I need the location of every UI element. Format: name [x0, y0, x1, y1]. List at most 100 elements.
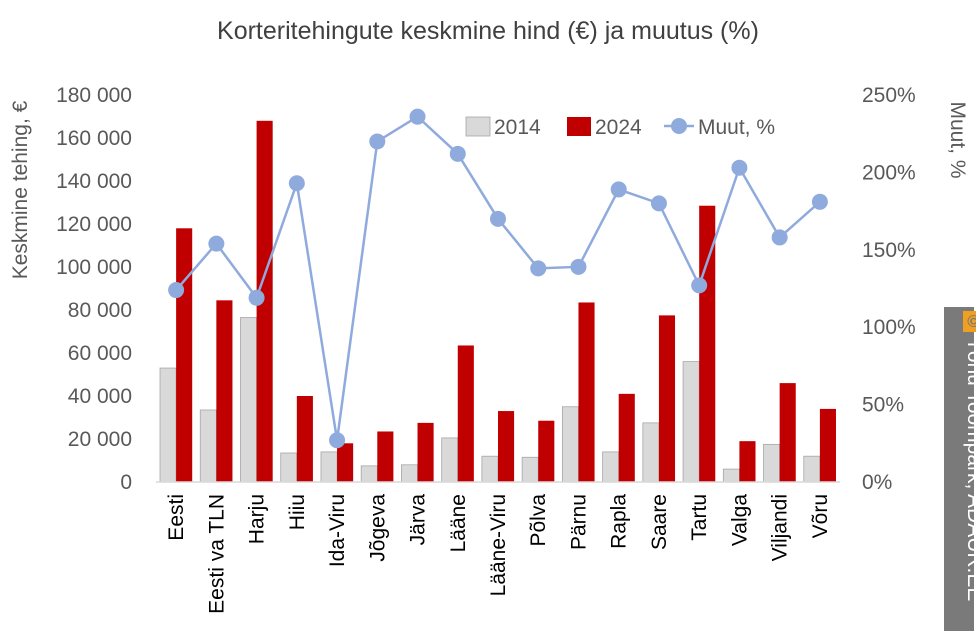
- y2-tick-label: 0%: [862, 471, 892, 494]
- y-tick-label: 160 000: [56, 127, 132, 150]
- x-tick-label: Viljandi: [769, 494, 792, 561]
- change-line: [168, 108, 828, 449]
- bar-2024: [819, 408, 836, 482]
- bar-2014: [763, 443, 781, 483]
- x-tick-label: Lääne: [447, 494, 470, 552]
- bar-2014: [240, 317, 257, 483]
- y-tick-label: 60 000: [68, 342, 132, 365]
- change-point: [329, 432, 346, 449]
- y-tick-label: 0: [120, 471, 132, 494]
- change-point: [208, 235, 225, 252]
- y2-tick-label: 200%: [862, 161, 916, 184]
- x-tick-label: Harju: [246, 494, 269, 544]
- bar-2014: [280, 452, 298, 483]
- bar-2014: [441, 437, 459, 483]
- bar-2024: [618, 393, 635, 482]
- bar-2024: [457, 345, 474, 482]
- bar-2014: [521, 456, 539, 483]
- bar-2024: [739, 441, 756, 482]
- x-tick-label: Järva: [407, 494, 430, 546]
- bar-2024: [658, 315, 676, 482]
- y-axis-label: Keskmine tehing, €: [9, 100, 32, 279]
- change-point: [369, 133, 386, 150]
- legend-label-2014: 2014: [494, 116, 541, 139]
- y-axis-ticks: 0 20 000 40 000 60 000 80 000 100 000 120 000 1…: [56, 84, 132, 494]
- change-point: [811, 193, 828, 210]
- copyright-icon: ©: [963, 311, 976, 332]
- bar-2014: [803, 455, 821, 483]
- bar-2024: [377, 431, 394, 482]
- x-tick-label: Võru: [809, 494, 832, 538]
- change-point: [449, 145, 466, 162]
- y2-tick-label: 50%: [862, 394, 904, 417]
- change-point: [490, 210, 506, 227]
- change-point: [731, 159, 748, 176]
- copyright-badge: © Tõnu Toompark, ADAUR.EE: [944, 307, 976, 631]
- x-tick-label: Eesti va TLN: [205, 494, 228, 614]
- bar-2014: [159, 367, 177, 483]
- y2-axis-ticks: 0% 50% 100% 150% 200% 250%: [862, 84, 916, 494]
- legend-label-2024: 2024: [595, 116, 642, 139]
- bar-2024: [176, 228, 193, 482]
- copyright-text: © Tõnu Toompark, ADAUR.EE: [959, 307, 976, 631]
- bar-2024: [296, 396, 313, 482]
- x-tick-label: Valga: [728, 494, 751, 546]
- change-point: [288, 175, 305, 192]
- bar-2014: [642, 422, 660, 483]
- bar-2024: [779, 383, 796, 482]
- bar-2024: [417, 422, 434, 482]
- chart-title: Korteritehingute keskmine hind (€) ja mu…: [217, 17, 759, 45]
- bar-2024: [498, 411, 515, 482]
- x-tick-label: Ida-Viru: [326, 494, 349, 567]
- bar-2024: [216, 300, 233, 482]
- y2-tick-label: 250%: [862, 84, 916, 107]
- bar-2024: [538, 420, 555, 482]
- y-tick-label: 120 000: [56, 213, 132, 236]
- x-tick-label: Eesti: [165, 494, 188, 541]
- x-tick-label: Hiiu: [286, 494, 309, 530]
- y-tick-label: 80 000: [68, 299, 132, 322]
- bar-2014: [320, 451, 338, 483]
- x-tick-label: Jõgeva: [366, 494, 389, 562]
- change-point: [771, 229, 788, 246]
- x-tick-label: Pärnu: [567, 494, 590, 550]
- change-point: [409, 108, 426, 125]
- y2-axis-label: Muut, %: [946, 101, 969, 178]
- x-tick-label: Lääne-Viru: [487, 494, 510, 596]
- bar-2014: [199, 409, 217, 483]
- bar-2014: [401, 464, 418, 483]
- y2-tick-label: 100%: [862, 316, 916, 339]
- bar-2014: [481, 455, 499, 483]
- bar-2014: [682, 361, 700, 483]
- legend-marker-muut: [671, 118, 687, 134]
- bars: [159, 120, 836, 483]
- bar-2024: [337, 443, 354, 482]
- change-point: [610, 181, 627, 198]
- y-tick-label: 140 000: [56, 170, 132, 193]
- x-axis-ticks: Eesti Eesti va TLN Harju Hiiu Ida-Viru Jõgeva…: [165, 494, 832, 614]
- bar-2014: [561, 406, 579, 483]
- x-tick-label: Saare: [648, 494, 671, 550]
- legend-swatch-2014: [465, 116, 491, 137]
- y-tick-label: 100 000: [56, 256, 132, 279]
- x-tick-label: Põlva: [527, 494, 550, 547]
- change-point: [570, 258, 587, 275]
- bar-2024: [578, 302, 595, 482]
- bar-2024: [256, 120, 273, 483]
- change-point: [530, 260, 547, 277]
- y-tick-label: 40 000: [68, 385, 132, 408]
- x-tick-label: Rapla: [608, 494, 631, 549]
- y2-tick-label: 150%: [862, 239, 916, 262]
- legend: 2014 2024 Muut, %: [465, 116, 775, 139]
- bar-2014: [602, 451, 620, 483]
- change-point: [650, 195, 667, 212]
- bar-2014: [722, 468, 740, 483]
- legend-swatch-2024: [567, 117, 591, 136]
- y-tick-label: 20 000: [68, 428, 132, 451]
- change-point: [691, 277, 708, 294]
- change-point: [168, 282, 185, 299]
- legend-label-muut: Muut, %: [698, 116, 775, 139]
- y-tick-label: 180 000: [56, 84, 132, 107]
- bar-2014: [360, 465, 378, 483]
